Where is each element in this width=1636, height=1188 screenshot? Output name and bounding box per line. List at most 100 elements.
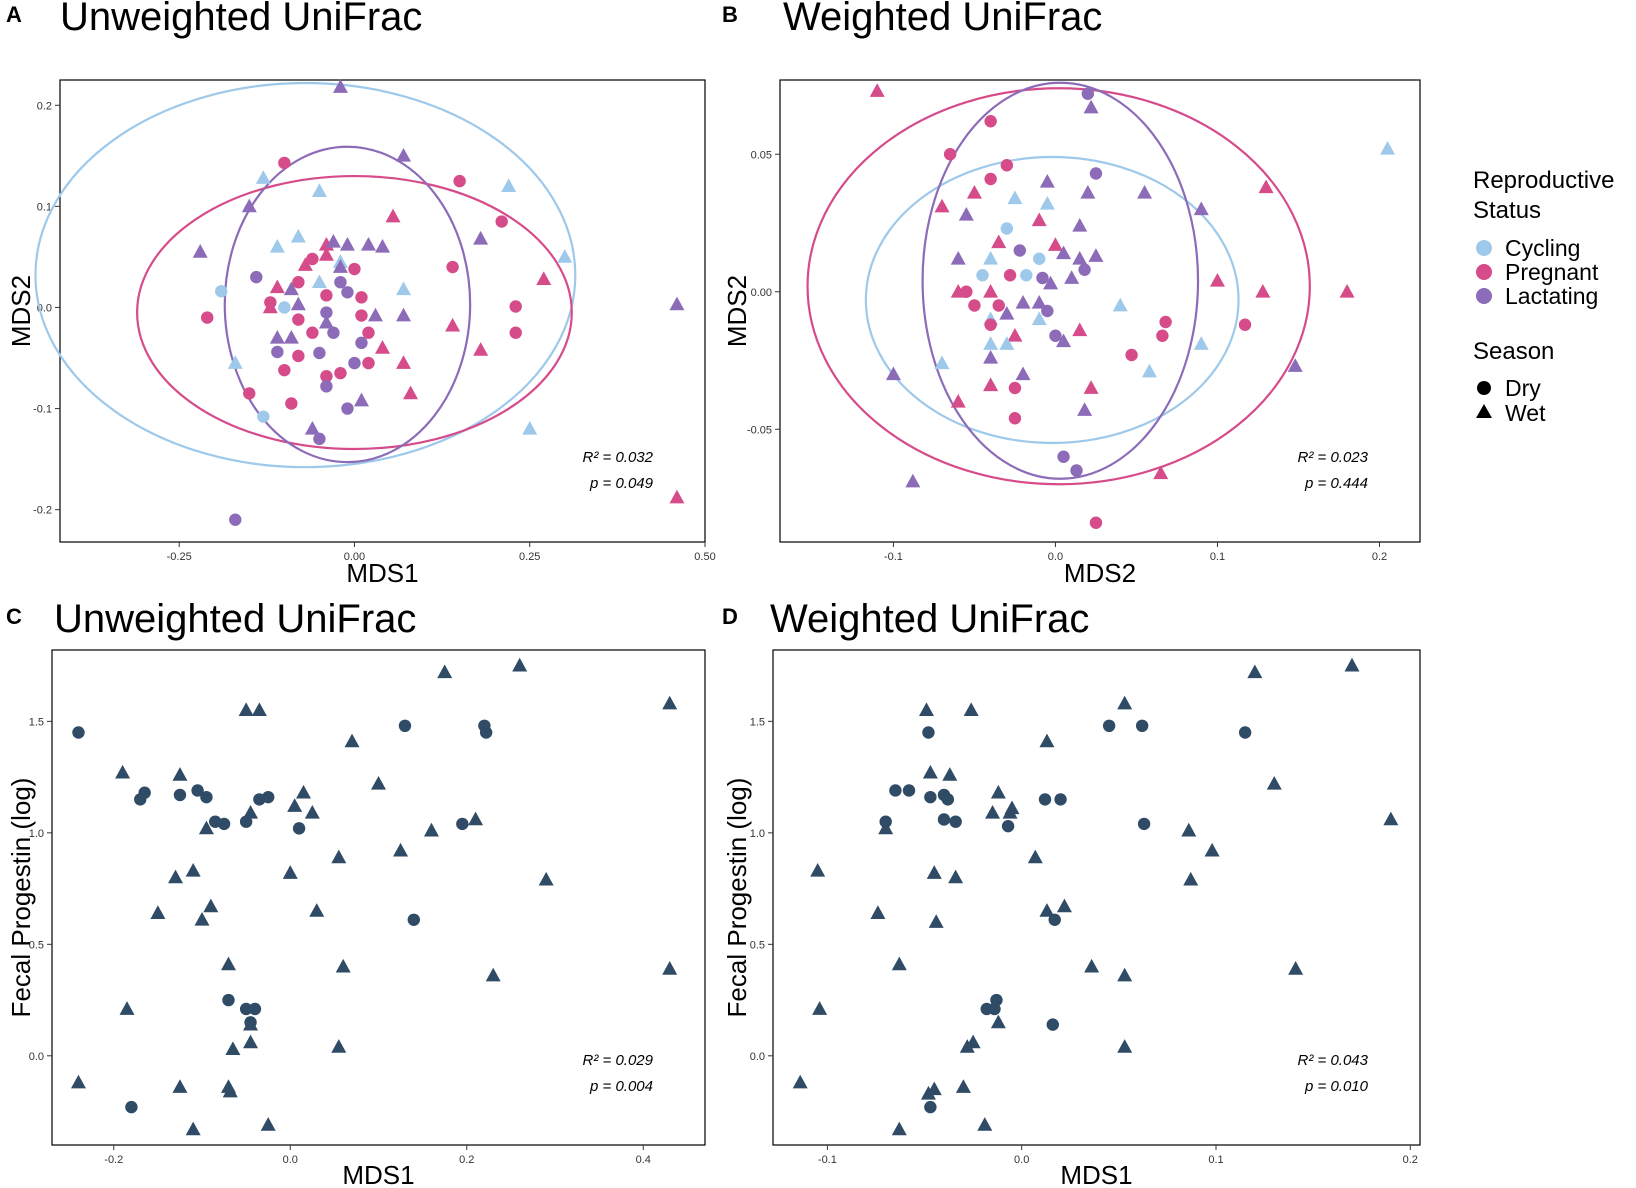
point-lactating-dry (1081, 87, 1095, 100)
point-pregnant-dry (509, 326, 522, 339)
point-lactating-dry (250, 270, 263, 284)
point-sample-wet (260, 1117, 276, 1131)
point-pregnant-dry (292, 275, 305, 289)
panel-title: Unweighted UniFrac (54, 597, 416, 641)
point-sample-wet (222, 1083, 238, 1098)
point-sample-wet (331, 1039, 347, 1053)
point-sample-wet (198, 820, 214, 835)
point-sample-dry (1102, 719, 1116, 733)
legend-lactating-label: Lactating (1505, 283, 1598, 309)
point-sample-dry (407, 913, 420, 926)
y-tick-label: 1.0 (29, 828, 44, 840)
x-tick-label: -0.1 (818, 1154, 837, 1166)
point-lactating-wet (1193, 201, 1209, 216)
panel-b: B Weighted UniFrac -0.1 0.0 0.1 0.2 -0.05 0.00 0… (722, 0, 1421, 588)
point-cycling-wet (1112, 297, 1128, 312)
panel-letter: D (722, 604, 738, 629)
point-lactating-dry (1078, 263, 1091, 276)
point-lactating-wet (1077, 402, 1093, 416)
point-sample-wet (1039, 903, 1055, 917)
point-cycling-wet (999, 336, 1015, 350)
point-cycling-wet (1380, 140, 1396, 155)
x-tick-label: -0.25 (167, 551, 192, 563)
point-cycling-wet (501, 178, 517, 192)
point-pregnant-wet (1209, 272, 1225, 287)
point-sample-wet (977, 1117, 993, 1131)
panel-d: D Weighted UniFrac -0.1 0.0 0.1 0.2 0.0 0.5 1.0 1… (722, 597, 1421, 1188)
x-tick-label: 0.4 (636, 1154, 651, 1166)
y-tick-label: 0.2 (37, 100, 52, 112)
point-cycling-dry (215, 285, 228, 298)
point-sample-wet (792, 1074, 808, 1089)
point-sample-wet (172, 767, 188, 781)
point-pregnant-wet (1153, 465, 1169, 480)
point-lactating-dry (271, 345, 284, 359)
point-sample-dry (924, 1100, 937, 1114)
point-sample-wet (1084, 958, 1100, 973)
point-sample-dry (949, 815, 962, 828)
point-pregnant-dry (201, 311, 214, 324)
point-sample-wet (150, 905, 166, 919)
point-cycling-dry (278, 301, 291, 314)
point-pregnant-wet (934, 198, 950, 213)
point-sample-dry (1137, 817, 1151, 831)
point-cycling-dry (976, 269, 989, 282)
point-cycling-wet (1141, 363, 1157, 378)
point-lactating-wet (339, 236, 355, 251)
point-lactating-dry (334, 275, 347, 289)
point-pregnant-dry (984, 318, 997, 331)
point-sample-wet (304, 804, 320, 819)
point-pregnant-dry (1238, 318, 1252, 331)
x-tick-label: 0.2 (1403, 1154, 1418, 1166)
ellipse-pregnant (806, 87, 1311, 486)
point-sample-wet (393, 842, 409, 857)
point-pregnant-dry (278, 156, 291, 170)
point-pregnant-wet (385, 208, 401, 223)
point-sample-wet (243, 804, 259, 819)
point-sample-wet (203, 898, 219, 913)
point-pregnant-wet (983, 283, 999, 298)
point-lactating-wet (983, 349, 999, 364)
point-sample-dry (456, 817, 469, 831)
point-pregnant-dry (1000, 159, 1014, 172)
point-cycling-wet (522, 420, 538, 435)
y-tick-label: 0.0 (750, 1051, 765, 1063)
point-pregnant-dry (334, 366, 347, 380)
point-lactating-dry (1049, 329, 1062, 342)
point-pregnant-dry (306, 326, 319, 339)
point-lactating-wet (1043, 275, 1059, 290)
point-sample-wet (1383, 811, 1399, 826)
y-tick-label: 0.1 (37, 201, 52, 213)
point-sample-dry (261, 790, 275, 804)
legend-lactating-swatch (1476, 288, 1492, 304)
point-sample-wet (870, 905, 886, 919)
point-sample-dry (244, 1016, 257, 1029)
point-sample-dry (248, 1002, 262, 1016)
point-lactating-wet (1088, 248, 1104, 262)
point-pregnant-dry (306, 252, 319, 266)
point-pregnant-wet (983, 377, 999, 392)
y-axis-label: MDS2 (6, 275, 36, 347)
point-sample-wet (1027, 849, 1043, 864)
point-sample-wet (225, 1041, 241, 1055)
point-lactating-wet (1072, 250, 1088, 265)
p-value-label: p = 0.004 (589, 1078, 653, 1095)
point-sample-wet (922, 764, 938, 779)
point-cycling-wet (227, 355, 243, 369)
point-pregnant-dry (453, 174, 466, 188)
point-lactating-wet (669, 296, 685, 311)
point-sample-wet (891, 956, 907, 971)
r-squared-label: R² = 0.043 (1298, 1052, 1369, 1069)
point-sample-dry (1001, 819, 1015, 833)
point-pregnant-dry (1008, 412, 1022, 425)
point-pregnant-wet (1047, 237, 1063, 251)
point-sample-dry (1238, 726, 1252, 739)
r-squared-label: R² = 0.029 (583, 1052, 654, 1069)
point-sample-wet (309, 903, 325, 917)
point-lactating-dry (1013, 244, 1026, 257)
point-pregnant-wet (1031, 212, 1047, 227)
point-sample-dry (1048, 913, 1061, 926)
point-pregnant-dry (362, 356, 375, 370)
y-tick-label: -0.05 (747, 424, 772, 436)
x-axis-label: MDS2 (1064, 558, 1136, 588)
